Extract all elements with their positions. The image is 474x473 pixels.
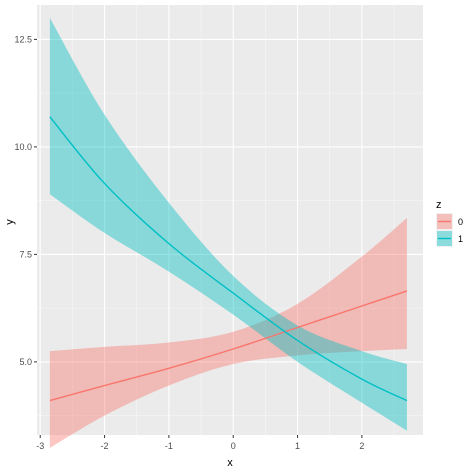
y-tick-label: 12.5: [14, 34, 32, 44]
line-z-1: [49, 116, 408, 402]
y-tick-label: 5.0: [19, 357, 32, 367]
x-tick-label: -3: [36, 441, 44, 451]
x-tick-label: -1: [165, 441, 173, 451]
x-axis-title: x: [227, 457, 233, 469]
legend-label-1: 1: [458, 234, 463, 244]
y-tick-label: 10.0: [14, 142, 32, 152]
x-tick-label: 1: [295, 441, 300, 451]
legend-label-0: 0: [458, 217, 463, 227]
y-axis-title: y: [4, 219, 16, 225]
line-z-0: [49, 290, 408, 402]
x-tick-label: 0: [231, 441, 236, 451]
y-tick-label: 7.5: [19, 249, 32, 259]
panel-background: [37, 5, 423, 435]
axes: -3 -2 -1 0 1 2 5.0 7.5 10.0 12.5: [14, 34, 364, 451]
legend-title: z: [436, 199, 442, 211]
legend: z 0 1: [436, 199, 463, 247]
ribbon-z-0: [49, 217, 407, 448]
x-tick-label: -2: [101, 441, 109, 451]
confidence-ribbons: [49, 17, 407, 448]
grid-major: [37, 5, 423, 435]
x-tick-label: 2: [359, 441, 364, 451]
grid-minor: [37, 5, 423, 435]
series-lines: [49, 116, 408, 402]
ribbon-z-1: [49, 17, 407, 431]
